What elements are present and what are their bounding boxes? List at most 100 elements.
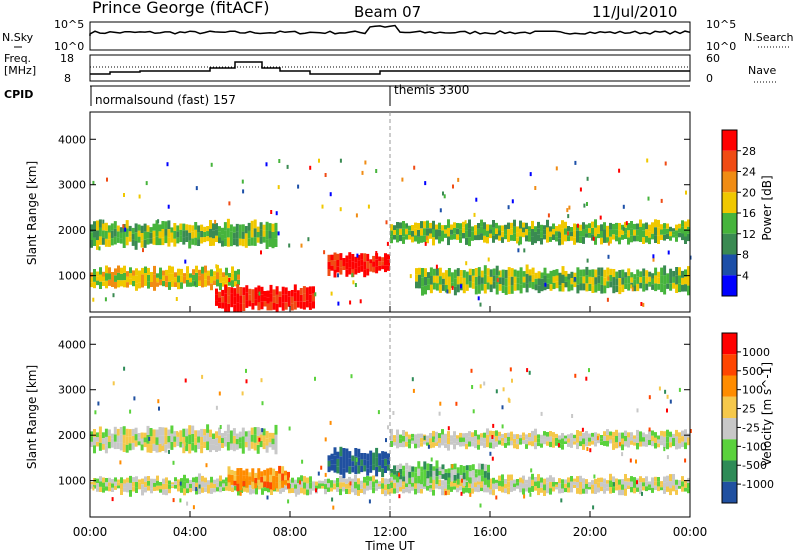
heatmap-cell (330, 260, 334, 266)
heatmap-cell (138, 282, 141, 289)
heatmap-cell (363, 488, 366, 495)
heatmap-cell (179, 430, 183, 436)
heatmap-cell (477, 488, 480, 493)
heatmap-cell (381, 488, 384, 495)
heatmap-cell (114, 485, 117, 490)
heatmap-cell (99, 476, 102, 482)
heatmap-cell (396, 476, 400, 483)
heatmap-cell (185, 230, 189, 237)
heatmap-cell (546, 477, 549, 483)
scatter-echo (106, 177, 108, 182)
heatmap-cell (618, 432, 621, 438)
heatmap-cell (126, 482, 129, 488)
heatmap-cell (168, 480, 171, 485)
scatter-echo (491, 435, 494, 439)
heatmap-cell (131, 227, 135, 234)
heatmap-cell (360, 488, 363, 493)
heatmap-cell (666, 273, 670, 279)
scatter-echo (479, 503, 482, 508)
heatmap-cell (152, 237, 156, 245)
heatmap-cell (447, 236, 450, 246)
heatmap-cell (427, 278, 430, 285)
heatmap-cell (471, 437, 474, 442)
heatmap-cell (402, 465, 406, 471)
heatmap-cell (684, 487, 687, 492)
heatmap-cell (582, 432, 585, 439)
heatmap-cell (266, 297, 270, 304)
xtick-label: 08:00 (273, 525, 308, 539)
heatmap-cell (206, 432, 210, 442)
heatmap-cell (513, 226, 516, 234)
heatmap-cell (272, 289, 276, 297)
heatmap-cell (159, 489, 162, 493)
heatmap-cell (116, 231, 120, 238)
heatmap-cell (231, 483, 234, 488)
heatmap-cell (149, 227, 153, 233)
heatmap-cell (414, 228, 417, 236)
scatter-echo (277, 231, 280, 236)
heatmap-cell (93, 269, 96, 276)
heatmap-cell (438, 433, 441, 438)
heatmap-cell (477, 463, 481, 470)
heatmap-cell (228, 281, 231, 286)
heatmap-cell (226, 441, 230, 451)
heatmap-cell (201, 481, 204, 488)
heatmap-cell (657, 227, 660, 236)
heatmap-cell (573, 478, 576, 482)
heatmap-cell (609, 281, 613, 288)
heatmap-cell (233, 470, 237, 476)
heatmap-cell (531, 220, 534, 229)
heatmap-cell (606, 440, 609, 447)
heatmap-cell (146, 434, 150, 444)
heatmap-cell (111, 272, 114, 277)
scatter-echo (210, 162, 213, 167)
heatmap-cell (441, 485, 444, 491)
scatter-echo (406, 223, 408, 228)
heatmap-cell (194, 229, 198, 238)
heatmap-cell (462, 437, 465, 442)
heatmap-cell (269, 475, 273, 483)
heatmap-cell (387, 484, 390, 490)
heatmap-cell (215, 438, 218, 446)
heatmap-cell (486, 224, 489, 231)
heatmap-cell (165, 477, 168, 484)
heatmap-cell (687, 219, 690, 227)
heatmap-cell (155, 429, 159, 438)
heatmap-cell (525, 229, 528, 236)
heatmap-cell (137, 441, 141, 446)
heatmap-cell (200, 445, 204, 454)
heatmap-cell (354, 256, 358, 263)
scatter-echo (560, 498, 563, 503)
heatmap-cell (248, 480, 252, 485)
scatter-echo (172, 498, 175, 503)
ytick-label: 3000 (58, 179, 86, 192)
heatmap-cell (158, 435, 162, 444)
heatmap-cell (672, 442, 675, 447)
heatmap-cell (663, 482, 666, 489)
heatmap-cell (435, 283, 439, 291)
heatmap-cell (168, 273, 171, 282)
heatmap-cell (303, 488, 306, 495)
heatmap-cell (177, 282, 180, 290)
heatmap-cell (489, 430, 492, 437)
scatter-echo (194, 281, 196, 286)
heatmap-cell (336, 451, 340, 459)
heatmap-cell (173, 223, 177, 231)
heatmap-cell (582, 488, 585, 494)
heatmap-cell (348, 259, 352, 267)
scatter-echo (175, 297, 178, 301)
heatmap-cell (594, 479, 597, 484)
heatmap-cell (360, 480, 363, 485)
scatter-echo (479, 302, 482, 307)
heatmap-cell (96, 478, 99, 483)
heatmap-cell (462, 433, 465, 438)
heatmap-cell (236, 302, 240, 312)
heatmap-cell (221, 240, 224, 247)
heatmap-cell (104, 238, 108, 247)
heatmap-cell (492, 275, 496, 282)
heatmap-cell (239, 475, 243, 483)
heatmap-cell (287, 483, 290, 489)
heatmap-cell (204, 265, 207, 273)
heatmap-cell (254, 287, 258, 294)
heatmap-cell (630, 476, 633, 482)
